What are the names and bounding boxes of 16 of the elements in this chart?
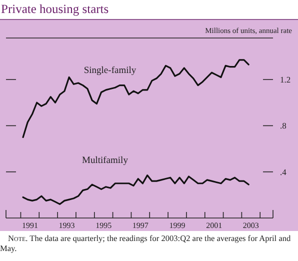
line-series bbox=[22, 59, 250, 138]
y-tick-label: .8 bbox=[280, 120, 286, 131]
x-tick-label: 1995 bbox=[96, 221, 112, 230]
y-tick-label: .4 bbox=[280, 166, 288, 177]
series-label: Multifamily bbox=[82, 156, 128, 166]
x-tick-label: 1997 bbox=[132, 221, 148, 230]
x-tick-label: 1991 bbox=[22, 221, 38, 230]
y-tick-label: 1.2 bbox=[280, 74, 291, 85]
text: Note. The data are quarterly; the readings for 2003:Q2 are the averages for April and May. bbox=[0, 234, 291, 253]
x-tick-label: 1999 bbox=[169, 221, 186, 230]
line-series bbox=[22, 174, 250, 205]
series-label: Single-family bbox=[84, 66, 136, 76]
chart-title: Private housing starts bbox=[1, 2, 109, 16]
x-tick-label: 2003 bbox=[242, 221, 259, 230]
x-tick-label: 1993 bbox=[58, 221, 75, 230]
x-tick-label: 2001 bbox=[206, 221, 222, 230]
